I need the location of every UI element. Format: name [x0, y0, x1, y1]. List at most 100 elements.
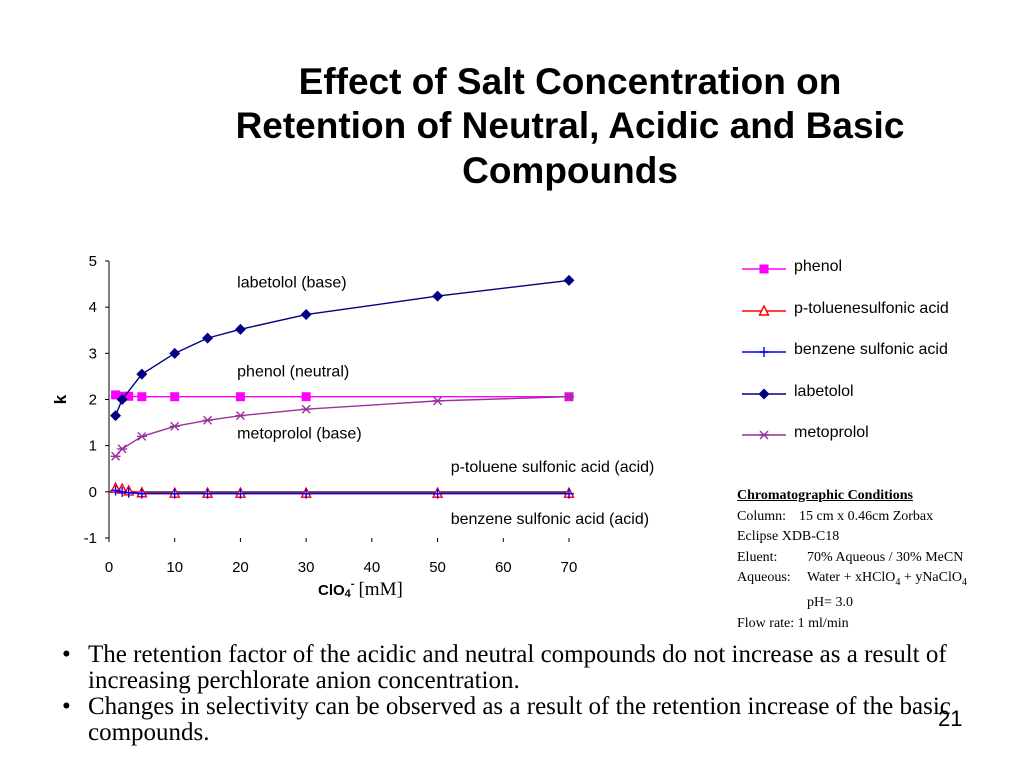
data-point-benzene-sulfonic-acid — [564, 488, 574, 499]
legend-label: phenol — [794, 258, 843, 275]
data-point-benzene-sulfonic-acid — [136, 488, 147, 499]
x-axis-label: ClO4- [mM] — [318, 578, 403, 601]
data-point-metoprolol — [235, 411, 246, 421]
data-point-phenol — [124, 391, 134, 401]
legend-item: phenol — [742, 255, 1022, 283]
legend-label: metoprolol — [794, 424, 869, 441]
eluent-key: Eluent: — [737, 549, 778, 565]
x-tick-label: 20 — [232, 559, 249, 576]
data-point-metoprolol — [117, 444, 128, 454]
slide-title: Effect of Salt Concentration on Retentio… — [130, 60, 1010, 193]
series-labetolol — [110, 274, 575, 422]
y-tick-label: 2 — [89, 392, 97, 409]
data-point-benzene-sulfonic-acid — [110, 485, 121, 496]
series-phenol — [111, 390, 574, 402]
data-point-metoprolol — [169, 421, 180, 431]
data-point-phenol — [170, 392, 180, 402]
y-tick-label: 5 — [89, 253, 97, 270]
data-point-labetolol — [432, 290, 444, 302]
series-p-toluenesulfonic-acid — [109, 481, 575, 498]
data-point-labetolol — [110, 410, 122, 422]
series-benzene-sulfonic-acid — [110, 485, 574, 499]
ph-value: pH= 3.0 — [807, 595, 854, 611]
data-point-labetolol — [116, 394, 128, 405]
page-number: 21 — [938, 706, 963, 731]
y-axis-label: k — [51, 394, 70, 404]
annotation-label: phenol (neutral) — [237, 363, 349, 380]
legend-label: labetolol — [794, 382, 854, 400]
title-line-2: Retention of Neutral, Acidic and Basic — [235, 105, 905, 147]
x-tick-label: 40 — [364, 559, 381, 576]
y-tick-label: 0 — [89, 484, 97, 501]
data-point-labetolol — [234, 323, 246, 335]
data-point-benzene-sulfonic-acid — [123, 487, 134, 498]
y-tick-label: -1 — [84, 530, 97, 547]
data-point-labetolol — [136, 368, 148, 380]
legend-label: p-toluenesulfonic acid — [794, 299, 949, 317]
data-point-phenol — [235, 392, 245, 402]
x-tick-label: 60 — [495, 559, 512, 576]
bullet-list: • The retention factor of the acidic and … — [62, 642, 1012, 746]
legend-swatch — [742, 347, 786, 357]
x-tick-label: 50 — [429, 559, 446, 576]
x-axis-label-chem: ClO4- — [318, 578, 355, 600]
legend-swatch — [742, 388, 786, 399]
data-point-metoprolol — [301, 404, 312, 414]
x-axis-label-unit: [mM] — [358, 579, 403, 600]
title-line-3: Compounds — [462, 149, 678, 191]
legend-item: benzene sulfonic acid — [742, 338, 1022, 366]
annotation-label: metoprolol (base) — [237, 426, 362, 443]
column-value-2: Eclipse XDB-C18 — [737, 529, 840, 544]
aqueous-value: Water + xHClO4 + yNaClO4 — [807, 570, 967, 588]
data-point-benzene-sulfonic-acid — [202, 488, 213, 499]
chromatographic-conditions: Chromatographic Conditions Column: 15 cm… — [737, 486, 1022, 634]
series-line-p-toluenesulfonic-acid — [115, 487, 569, 494]
legend-item: metoprolol — [742, 421, 1022, 449]
series-line-phenol — [115, 394, 569, 398]
legend-label: benzene sulfonic acid — [794, 341, 948, 358]
x-tick-label: 30 — [298, 559, 315, 576]
legend-swatch-marker — [759, 430, 769, 440]
data-point-benzene-sulfonic-acid — [117, 486, 128, 497]
x-tick-label: 0 — [105, 559, 113, 576]
column-key: Column: — [737, 508, 787, 524]
data-point-phenol — [111, 390, 121, 400]
bullet-item-1: • The retention factor of the acidic and … — [62, 641, 947, 694]
data-point-metoprolol — [564, 392, 574, 402]
annotation-label: benzene sulfonic acid (acid) — [451, 511, 649, 528]
data-point-phenol — [301, 392, 311, 402]
y-tick-label: 4 — [89, 299, 97, 316]
data-point-labetolol — [300, 309, 312, 321]
legend-swatch — [742, 264, 786, 274]
legend-swatch-marker — [758, 303, 770, 316]
eluent-value: 70% Aqueous / 30% MeCN — [807, 549, 964, 565]
legend-swatch-marker — [759, 264, 769, 274]
title-line-1: Effect of Salt Concentration on — [298, 61, 842, 102]
conditions-title: Chromatographic Conditions — [737, 488, 913, 503]
data-point-phenol — [137, 392, 147, 402]
bullet-item-2: • Changes in selectivity can be observed … — [62, 693, 951, 746]
y-tick-label: 1 — [89, 438, 97, 455]
legend-swatch — [742, 430, 786, 440]
data-point-metoprolol — [202, 415, 213, 425]
legend-swatch — [742, 303, 786, 316]
y-tick-label: 3 — [89, 345, 97, 362]
data-point-metoprolol — [110, 451, 121, 461]
data-point-benzene-sulfonic-acid — [301, 488, 312, 499]
aqueous-key: Aqueous: — [737, 570, 791, 585]
series-metoprolol — [110, 392, 574, 461]
annotation-label: p-toluene sulfonic acid (acid) — [451, 459, 655, 476]
flow-rate: Flow rate: 1 ml/min — [737, 615, 849, 631]
x-tick-label: 70 — [561, 559, 578, 576]
column-value: 15 cm x 0.46cm Zorbax — [799, 508, 934, 524]
x-tick-label: 10 — [166, 559, 183, 576]
annotation-label: labetolol (base) — [237, 274, 346, 291]
data-point-benzene-sulfonic-acid — [235, 488, 246, 499]
data-point-labetolol — [202, 332, 214, 344]
data-point-benzene-sulfonic-acid — [169, 488, 180, 499]
data-point-metoprolol — [432, 396, 443, 406]
legend-item: labetolol — [742, 380, 1022, 408]
series-line-labetolol — [114, 279, 570, 416]
data-point-benzene-sulfonic-acid — [432, 488, 443, 499]
